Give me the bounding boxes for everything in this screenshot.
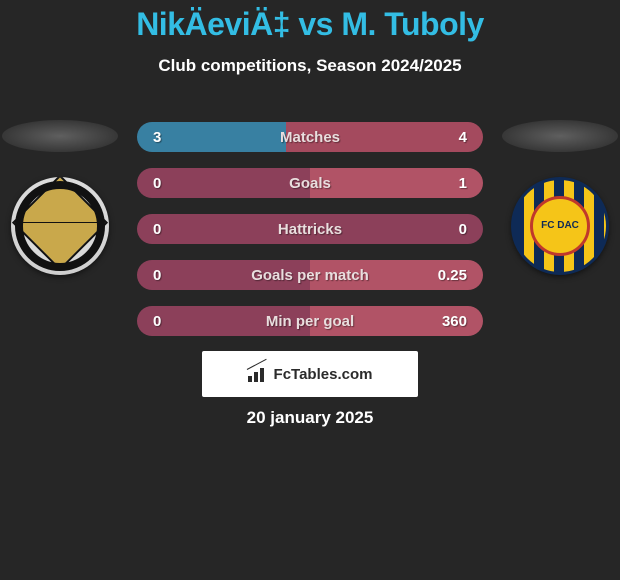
page-subtitle: Club competitions, Season 2024/2025 [0,56,620,76]
stat-row: 0Goals1 [137,168,483,198]
page-title: NikÄeviÄ‡ vs M. Tuboly [0,6,620,43]
stat-label: Goals [137,175,483,192]
stat-left-value: 0 [153,175,161,192]
stat-right-value: 0.25 [438,267,467,284]
team-left-badge-icon [11,177,109,275]
team-right-badge-icon [511,177,609,275]
stat-right-value: 0 [459,221,467,238]
header: NikÄeviÄ‡ vs M. Tuboly Club competitions… [0,0,620,76]
stats-table: 3Matches40Goals10Hattricks00Goals per ma… [137,122,483,352]
stat-row: 0Goals per match0.25 [137,260,483,290]
stat-label: Min per goal [137,313,483,330]
shadow-ellipse [2,120,118,152]
watermark-text: FcTables.com [274,366,373,383]
watermark: FcTables.com [202,351,418,397]
stat-right-value: 4 [459,129,467,146]
stat-label: Matches [137,129,483,146]
stat-row: 0Hattricks0 [137,214,483,244]
stat-label: Goals per match [137,267,483,284]
shadow-ellipse [502,120,618,152]
stat-left-value: 0 [153,313,161,330]
stat-right-value: 1 [459,175,467,192]
chart-icon [248,366,268,382]
stat-row: 0Min per goal360 [137,306,483,336]
team-right [500,120,620,275]
stat-left-value: 0 [153,221,161,238]
stat-left-value: 3 [153,129,161,146]
stat-label: Hattricks [137,221,483,238]
stat-right-value: 360 [442,313,467,330]
stat-row: 3Matches4 [137,122,483,152]
date-label: 20 january 2025 [0,408,620,428]
stat-left-value: 0 [153,267,161,284]
team-left [0,120,120,275]
